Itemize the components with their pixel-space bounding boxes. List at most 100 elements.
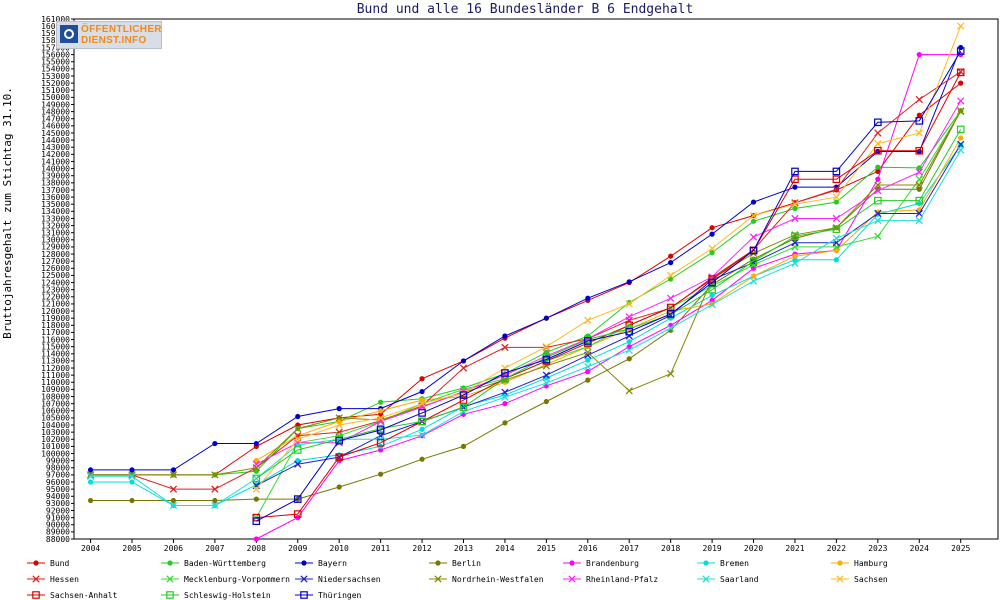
y-tick-label: 127000 [41, 257, 70, 266]
legend-item: Bund [27, 559, 69, 568]
y-tick-label: 96000 [46, 478, 70, 487]
x-tick-label: 2011 [371, 544, 390, 553]
legend-label: Sachsen-Anhalt [50, 591, 118, 600]
data-point [874, 146, 882, 155]
data-point [419, 376, 425, 382]
y-tick-label: 107000 [41, 399, 70, 408]
data-point [501, 374, 509, 383]
y-tick-label: 148000 [41, 107, 70, 116]
legend-item: Sachsen-Anhalt [27, 591, 118, 600]
data-point [625, 327, 634, 336]
y-tick-label: 91000 [46, 513, 70, 522]
data-point [211, 501, 219, 510]
data-point [956, 68, 965, 77]
data-point [335, 414, 343, 422]
legend-item: Hamburg [831, 559, 888, 568]
data-point [253, 468, 259, 474]
data-point [169, 471, 178, 479]
data-point [459, 364, 468, 372]
y-tick-label: 140000 [41, 164, 70, 173]
y-tick-label: 128000 [41, 250, 70, 259]
data-point [668, 253, 674, 259]
y-tick-label: 110000 [41, 378, 70, 387]
legend-marker [836, 575, 844, 583]
data-point [378, 447, 384, 453]
legend-item: Bayern [295, 559, 347, 568]
data-point [378, 471, 384, 477]
data-point [295, 458, 301, 464]
data-point [915, 129, 923, 137]
data-point [625, 332, 633, 340]
series-line [256, 54, 961, 540]
data-point [583, 337, 592, 345]
y-tick-label: 114000 [41, 350, 70, 359]
data-point [87, 497, 94, 504]
data-point [502, 333, 508, 339]
data-point [749, 233, 758, 241]
y-tick-label: 159000 [41, 29, 70, 38]
data-point [874, 187, 882, 195]
series-15 [252, 68, 965, 522]
data-point [667, 324, 675, 332]
y-tick-label: 101000 [41, 442, 70, 451]
data-point [418, 417, 426, 426]
legend-item: Niedersachsen [295, 575, 381, 584]
data-point [418, 409, 426, 417]
data-point [460, 358, 467, 364]
y-tick-label: 94000 [46, 492, 70, 501]
y-tick-label: 146000 [41, 122, 70, 131]
series-14 [252, 22, 965, 493]
series-line [90, 82, 962, 476]
data-point [916, 112, 922, 118]
series-1 [87, 80, 964, 478]
data-point [915, 117, 924, 125]
legend-label: Nordrhein-Westfalen [452, 575, 544, 584]
y-tick-label: 121000 [41, 300, 70, 309]
y-tick-label: 160000 [41, 22, 70, 31]
data-point [252, 517, 261, 525]
series-line [256, 72, 962, 519]
series-group [86, 22, 965, 542]
data-point [584, 348, 592, 357]
data-point [874, 196, 882, 205]
data-point [419, 456, 425, 462]
data-point [749, 211, 758, 220]
data-point [542, 371, 551, 379]
series-2 [87, 108, 964, 478]
y-tick-label: 95000 [46, 485, 70, 494]
data-point [129, 497, 135, 504]
y-tick-label: 119000 [41, 314, 70, 323]
data-point [749, 277, 758, 285]
data-point [749, 257, 758, 265]
data-point [626, 299, 632, 306]
data-point [792, 257, 798, 263]
data-point [86, 471, 95, 479]
y-tick-label: 147000 [41, 115, 70, 124]
x-tick-label: 2007 [205, 544, 224, 553]
data-point [336, 418, 342, 425]
data-point [585, 295, 591, 301]
data-point [708, 244, 716, 253]
data-point [459, 407, 468, 416]
data-point [833, 247, 840, 254]
data-point [915, 209, 923, 218]
data-point [293, 495, 302, 503]
data-point [874, 129, 882, 137]
x-tick-label: 2018 [661, 544, 680, 553]
data-point [336, 406, 342, 412]
x-tick-label: 2020 [744, 544, 763, 553]
y-tick-label: 111000 [41, 371, 70, 380]
data-point [709, 297, 715, 303]
x-tick-label: 2013 [454, 544, 473, 553]
legend-marker [301, 560, 307, 566]
data-point [915, 216, 923, 225]
y-tick-label: 157000 [41, 43, 70, 52]
y-tick-label: 136000 [41, 193, 70, 202]
series-line [256, 129, 962, 479]
data-point [915, 196, 924, 205]
x-tick-label: 2024 [910, 544, 929, 553]
y-tick-label: 126000 [41, 264, 70, 273]
y-tick-label: 149000 [41, 100, 70, 109]
x-tick-label: 2019 [702, 544, 721, 553]
y-tick-label: 120000 [41, 307, 70, 316]
